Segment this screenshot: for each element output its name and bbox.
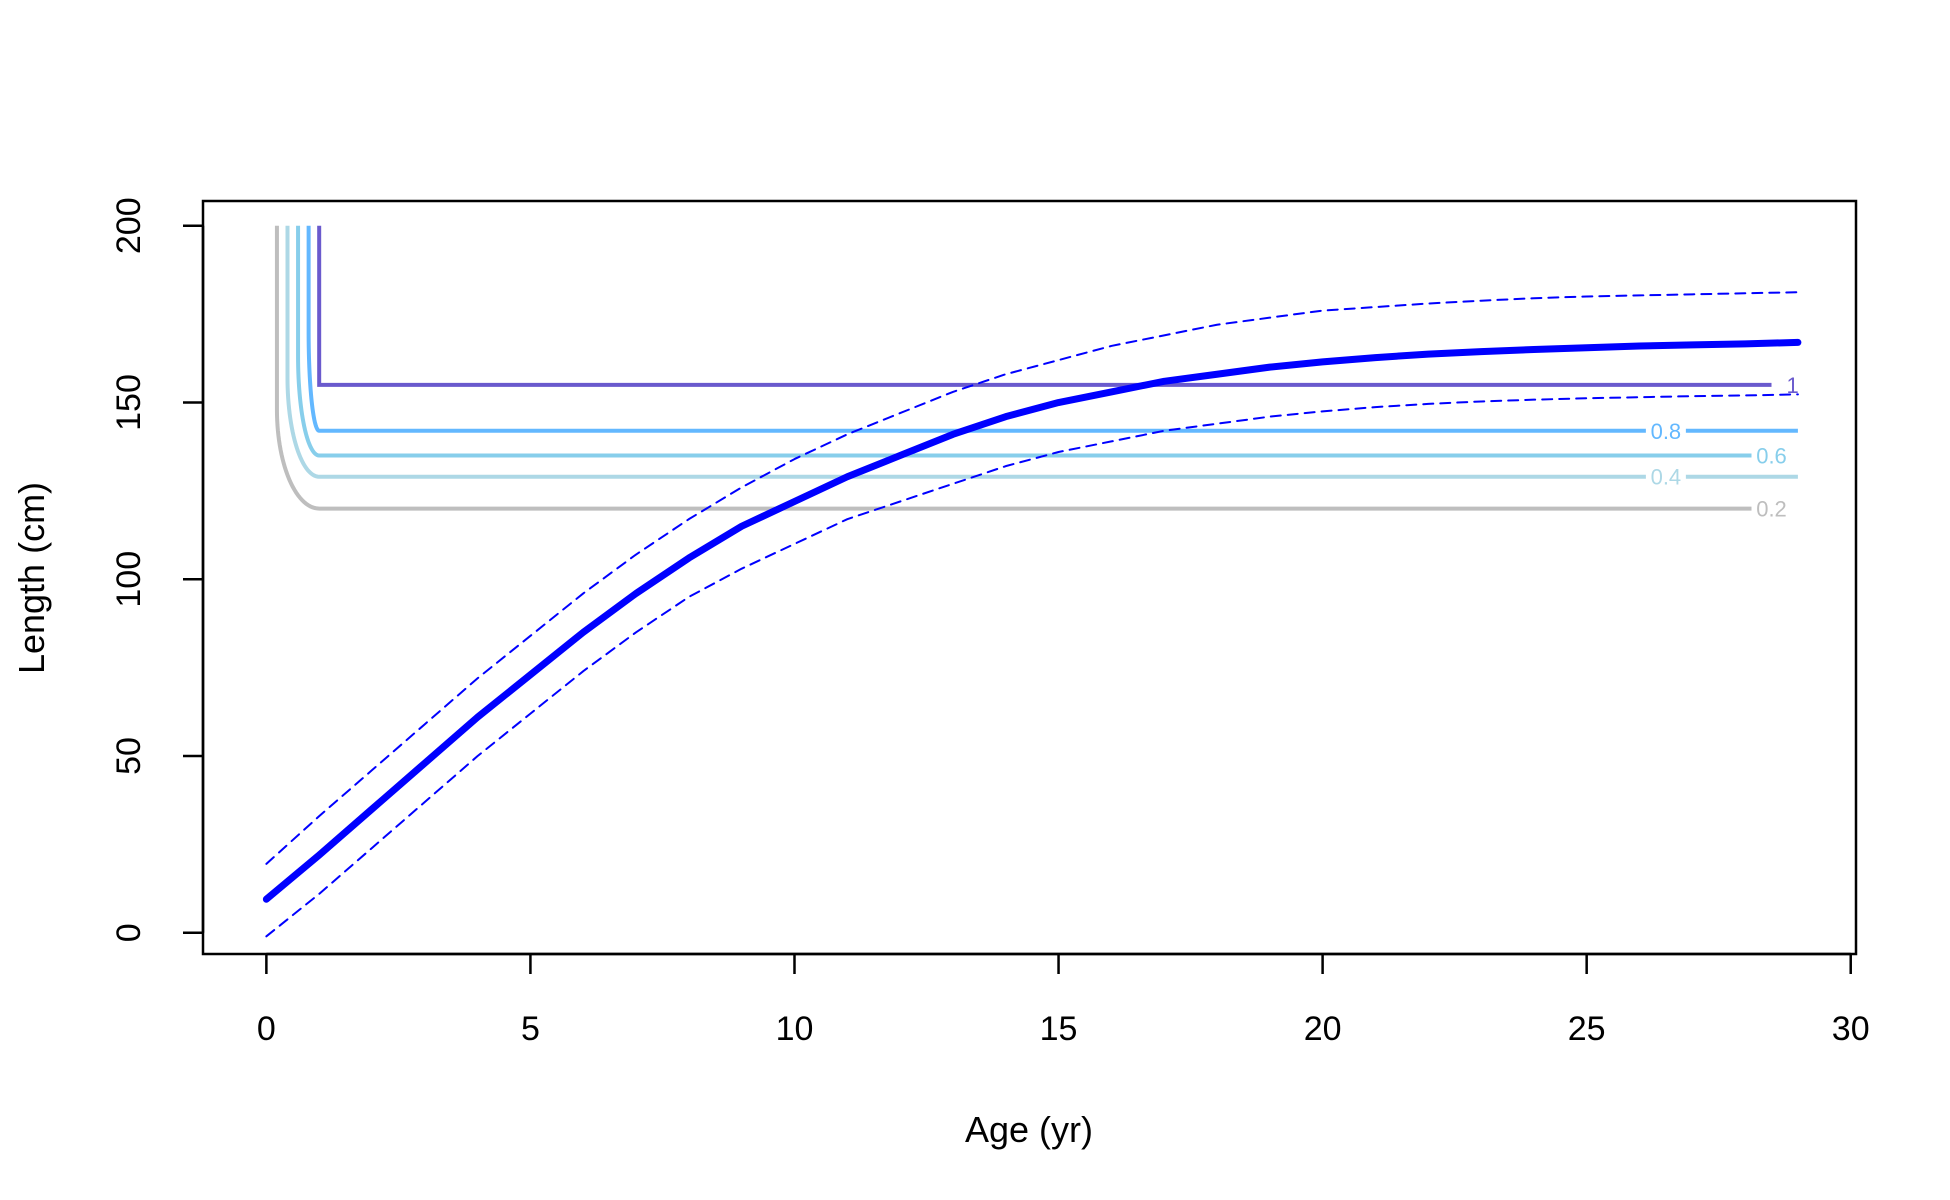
y-tick-label: 150 <box>110 374 148 431</box>
growth-curve-line <box>262 338 1802 903</box>
upper-interval-line <box>265 291 1799 865</box>
x-axis-title: Age (yr) <box>965 1109 1093 1150</box>
x-tick-label: 15 <box>1040 1010 1078 1048</box>
contour-label: 0.2 <box>1756 497 1787 522</box>
y-axis-title: Length (cm) <box>11 482 52 674</box>
contour-line <box>296 225 1756 458</box>
x-tick-label: 10 <box>776 1010 814 1048</box>
contour-line <box>274 225 1756 511</box>
contour-label-bg <box>1751 495 1792 522</box>
contour-label: 1 <box>1787 373 1799 398</box>
y-axis: 0 50 100 150 200 <box>110 197 205 942</box>
y-tick-label: 50 <box>110 737 148 775</box>
contour-line <box>285 225 1798 479</box>
y-tick-label: 100 <box>110 551 148 608</box>
contour-label-bg <box>1645 417 1686 444</box>
contour-label: 0.4 <box>1651 465 1682 490</box>
contour-label-bg <box>1645 463 1686 490</box>
y-tick-label: 0 <box>110 923 148 942</box>
x-tick-label: 5 <box>521 1010 540 1048</box>
contour-label: 0.6 <box>1756 444 1787 469</box>
x-tick-label: 30 <box>1832 1010 1870 1048</box>
lower-interval-line <box>265 393 1799 938</box>
curve-layer <box>262 291 1802 938</box>
x-tick-label: 20 <box>1304 1010 1342 1048</box>
y-tick-label: 200 <box>110 197 148 254</box>
contour-label-bg <box>1751 442 1792 469</box>
x-tick-label: 0 <box>257 1010 276 1048</box>
contour-label-bg <box>1782 371 1803 398</box>
contour-line <box>317 225 1772 387</box>
plot-frame <box>201 199 1858 956</box>
contour-line <box>306 225 1798 433</box>
x-axis: 0 5 10 15 20 25 30 <box>257 952 1870 1048</box>
x-tick-label: 25 <box>1568 1010 1606 1048</box>
contour-label: 0.8 <box>1651 419 1682 444</box>
contour-layer: 1 0.8 0.6 0.4 0.2 <box>274 225 1803 522</box>
